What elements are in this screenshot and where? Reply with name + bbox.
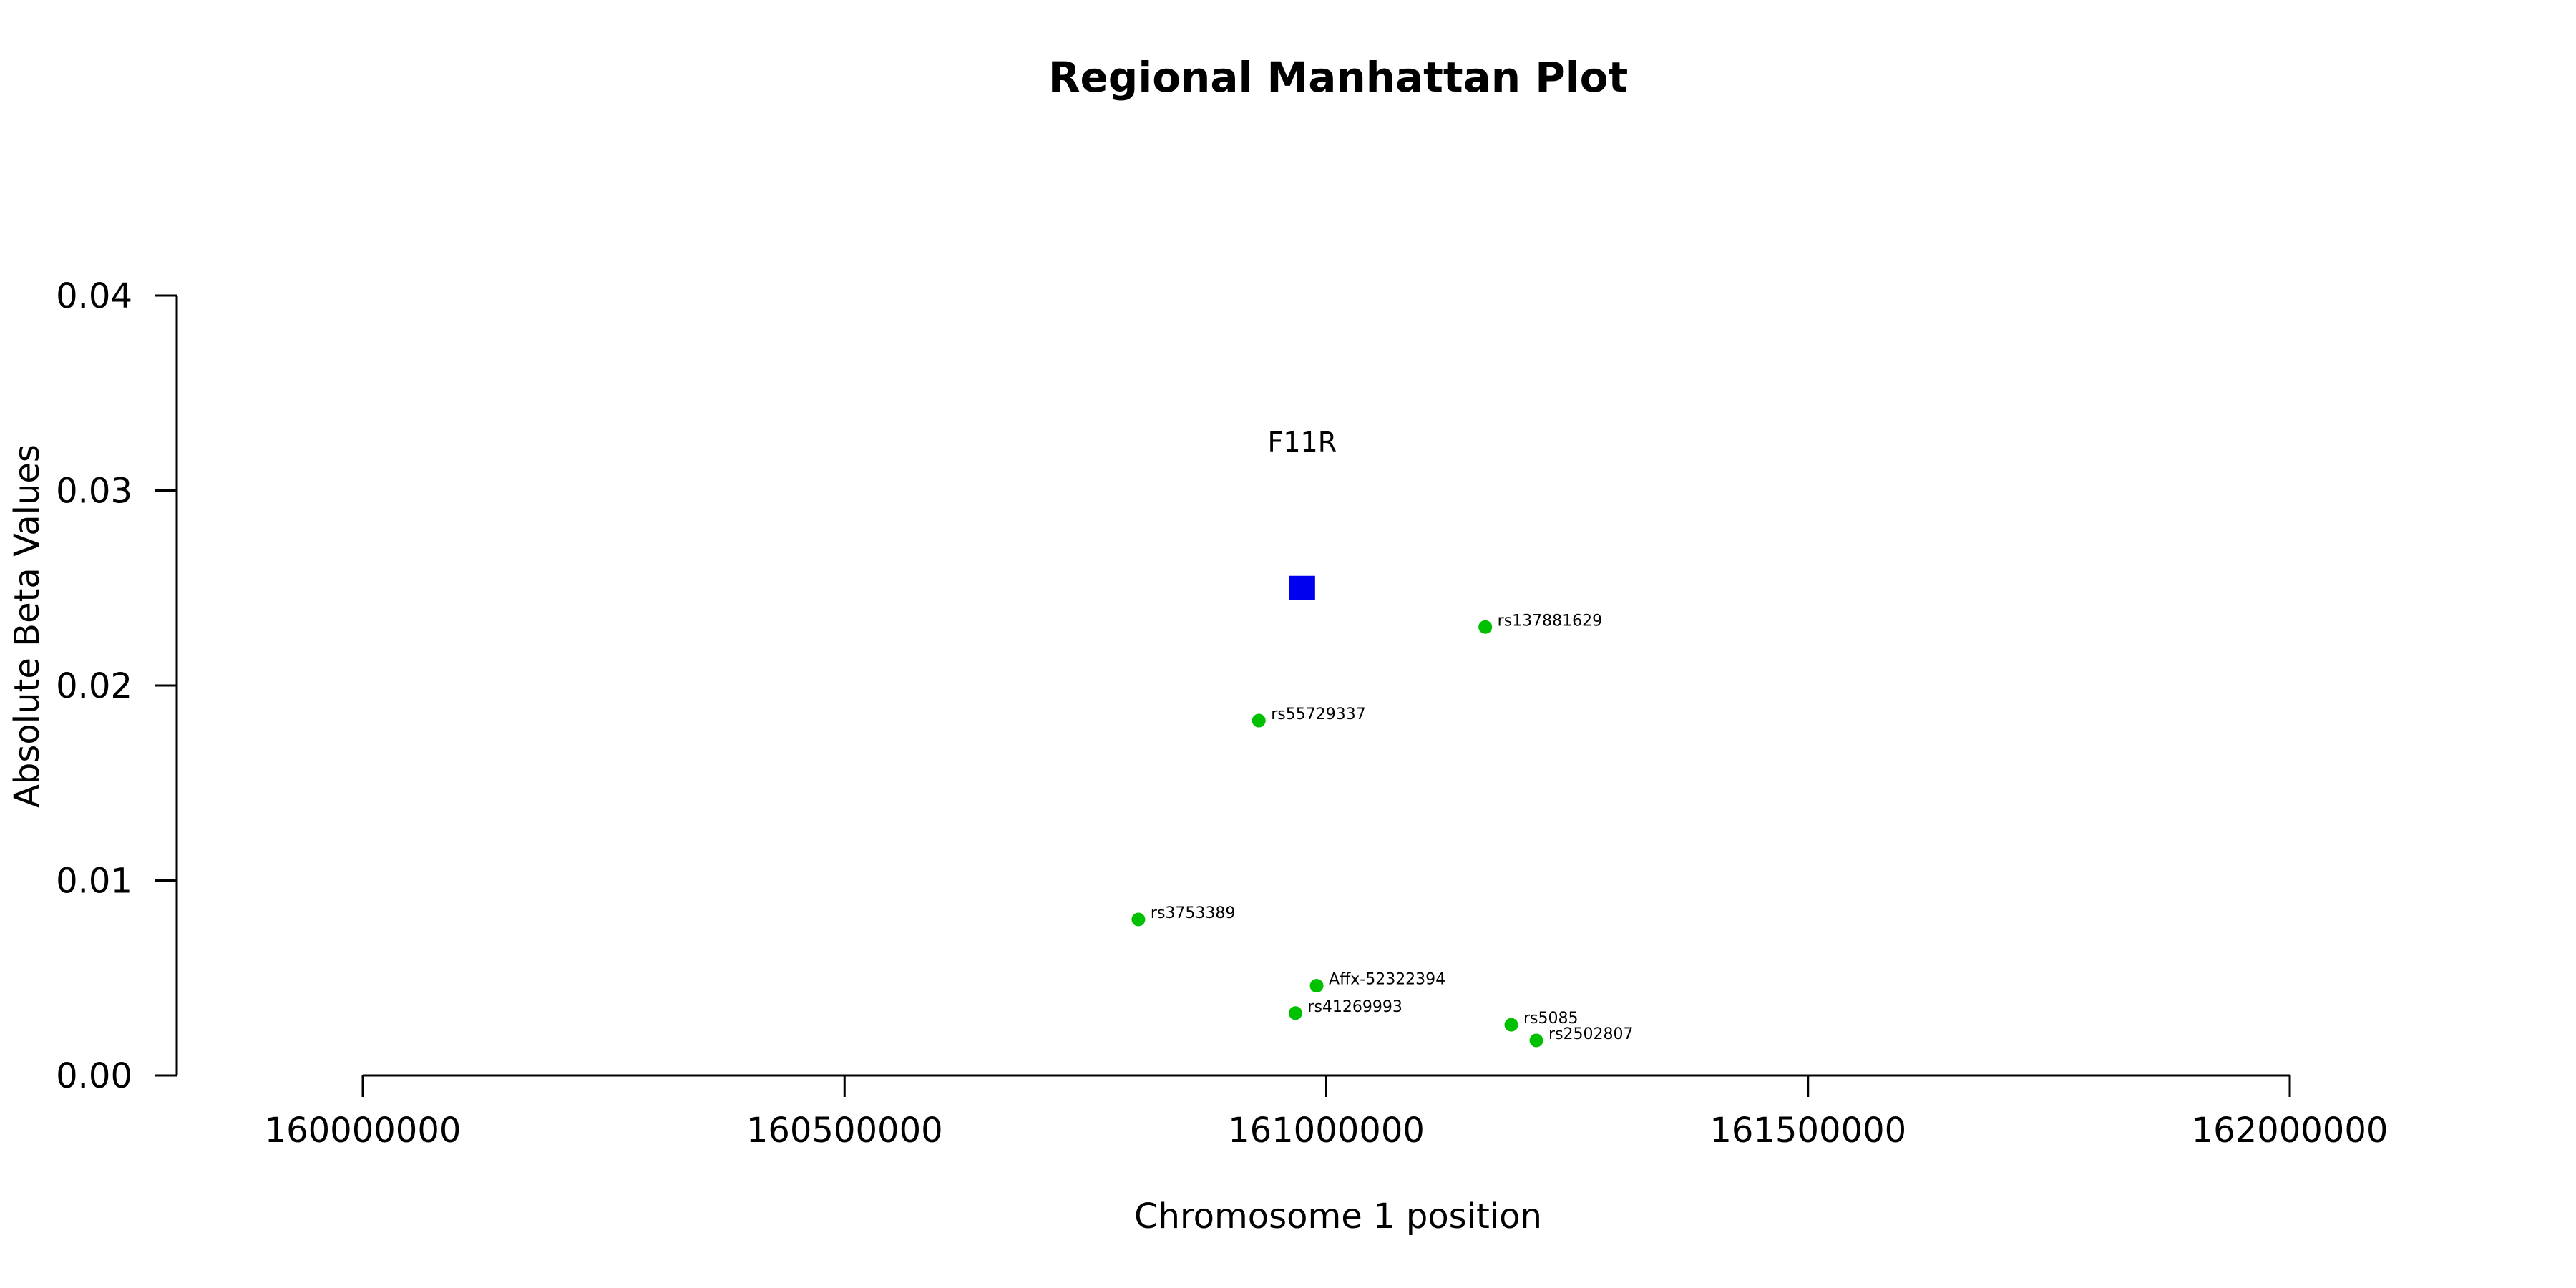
y-axis-label: Absolute Beta Values [7,444,47,808]
x-tick-label: 161000000 [1228,1111,1425,1151]
snp-point [1252,713,1266,728]
snp-label: rs2502807 [1548,1025,1634,1043]
chart-title: Regional Manhattan Plot [1048,53,1628,102]
y-tick-label: 0.01 [56,862,132,902]
snp-point [1288,1006,1302,1020]
x-axis: 160000000 160500000 161000000 161500000 1620… [265,1074,2389,1151]
snp-label: rs55729337 [1271,706,1365,723]
y-tick-label: 0.02 [56,666,132,706]
snp-label: Affx-52322394 [1329,971,1445,989]
snp-point [1529,1033,1543,1048]
y-tick-label: 0.00 [56,1056,132,1096]
x-tick-label: 162000000 [2192,1111,2389,1151]
x-tick-label: 160000000 [265,1111,462,1151]
x-tick-label: 161500000 [1709,1111,1906,1151]
snp-point [1131,912,1146,927]
y-tick-label: 0.03 [56,472,132,512]
snp-label: rs3753389 [1151,904,1236,922]
plot-area: F11R rs137881629 rs55729337 rs3753389 Affx-5… [1131,426,1634,1048]
snp-point [1478,620,1493,634]
snp-point [1309,979,1324,993]
snp-label: rs5085 [1523,1010,1579,1028]
gene-marker [1289,575,1315,600]
snp-point [1504,1018,1518,1032]
x-tick-label: 160500000 [746,1111,943,1151]
gene-label: F11R [1268,426,1337,458]
y-tick-label: 0.04 [56,276,132,316]
x-axis-label: Chromosome 1 position [1134,1196,1542,1236]
snp-label: rs137881629 [1498,612,1602,630]
snp-label: rs41269993 [1307,998,1402,1016]
y-axis: 0.00 0.01 0.02 0.03 0.04 [56,276,178,1096]
